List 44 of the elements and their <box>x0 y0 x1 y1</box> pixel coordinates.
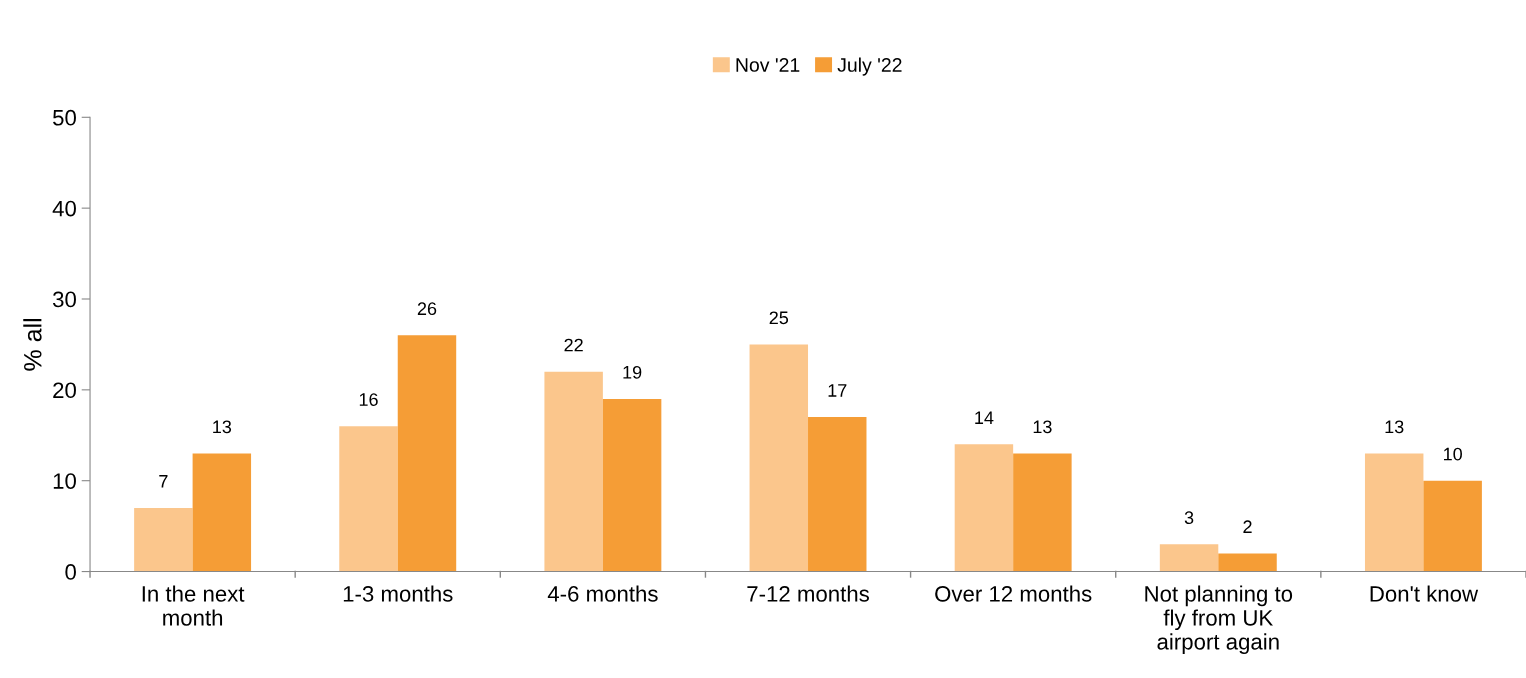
bar <box>134 507 193 572</box>
bar <box>749 344 809 572</box>
x-tick-label: Over 12 months <box>935 585 1092 602</box>
x-tick-label: 7-12 months <box>747 585 869 602</box>
bar <box>339 426 398 572</box>
y-tick-label: 20 <box>53 382 76 399</box>
bar <box>808 417 867 572</box>
bar <box>954 444 1014 572</box>
bar <box>602 398 662 572</box>
bar <box>1013 453 1072 572</box>
bar <box>1218 553 1277 572</box>
data-label: 26 <box>417 302 437 316</box>
data-label: 13 <box>1385 420 1404 434</box>
data-label: 10 <box>1444 447 1462 461</box>
bar <box>397 335 457 572</box>
data-label: 25 <box>769 311 789 325</box>
x-tick-label: 4-6 months <box>547 585 658 602</box>
legend-label: Nov '21 <box>736 58 800 72</box>
bar <box>192 453 252 572</box>
y-tick-label: 0 <box>65 564 76 580</box>
y-tick-label: 40 <box>52 200 76 217</box>
x-tick-label: Don't know <box>1370 585 1479 602</box>
data-label: 3 <box>1184 511 1194 525</box>
bar <box>1423 480 1482 572</box>
x-tick-label: 1-3 months <box>343 585 453 602</box>
y-tick-label: 30 <box>52 291 76 308</box>
bar <box>1159 544 1219 572</box>
x-tick-label: In the next month <box>142 585 245 626</box>
y-tick-label: 50 <box>53 109 76 126</box>
x-tick-label: Not planning to fly from UK airport again <box>1145 585 1293 655</box>
legend-label: July '22 <box>837 57 902 76</box>
bar <box>544 371 603 572</box>
data-label: 13 <box>213 420 232 434</box>
data-label: 22 <box>564 338 583 352</box>
y-tick-label: 10 <box>53 473 76 489</box>
data-label: 14 <box>975 411 994 424</box>
data-label: 2 <box>1243 520 1252 533</box>
data-label: 13 <box>1033 420 1052 434</box>
data-label: 16 <box>359 393 378 406</box>
data-label: 19 <box>623 365 642 379</box>
bar <box>1364 453 1424 572</box>
data-label: 7 <box>159 475 168 488</box>
y-axis-title: % all <box>23 319 42 371</box>
data-label: 17 <box>828 384 847 397</box>
